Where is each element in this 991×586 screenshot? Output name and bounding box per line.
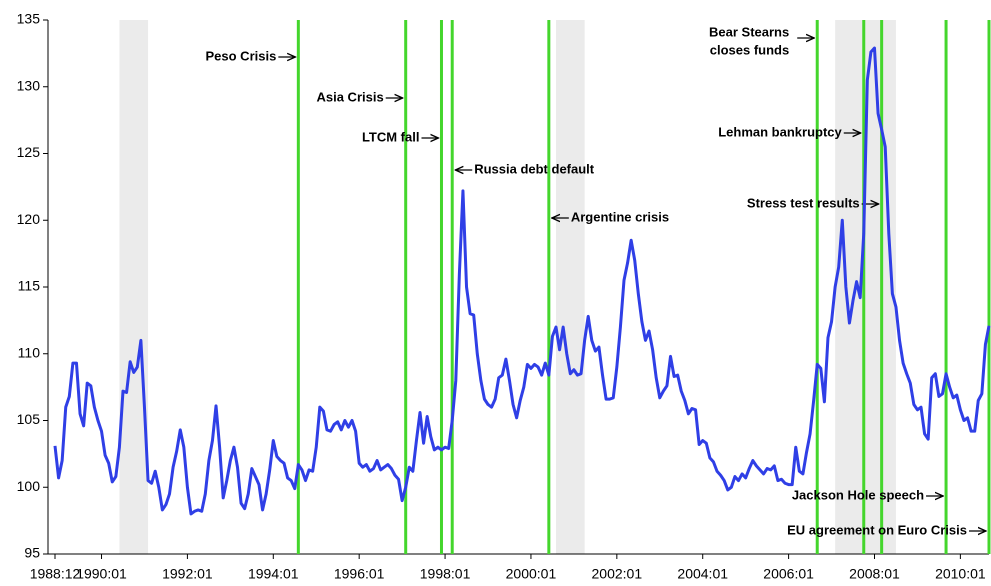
event-label: closes funds (710, 42, 789, 57)
event-label: Bear Stearns (709, 24, 789, 39)
shaded-period (119, 20, 149, 554)
y-tick-label: 135 (17, 11, 41, 27)
y-tick-label: 130 (17, 77, 41, 93)
y-tick-label: 100 (17, 478, 41, 494)
y-tick-label: 115 (18, 278, 41, 294)
x-tick-label: 2004:01 (677, 566, 728, 582)
y-tick-label: 120 (17, 211, 41, 227)
x-tick-label: 1998:01 (420, 566, 471, 582)
x-tick-label: 2002:01 (592, 566, 643, 582)
event-label: Stress test results (747, 195, 860, 210)
event-label: Russia debt default (474, 161, 595, 176)
x-tick-label: 1994:01 (248, 566, 299, 582)
event-label: Peso Crisis (206, 48, 277, 63)
y-tick-label: 95 (24, 545, 40, 561)
x-tick-label: 1992:01 (162, 566, 213, 582)
x-tick-label: 2006:01 (763, 566, 814, 582)
y-tick-label: 105 (17, 411, 41, 427)
x-tick-label: 2008:01 (849, 566, 900, 582)
event-label: Argentine crisis (571, 209, 669, 224)
event-label: Jackson Hole speech (792, 487, 924, 502)
x-tick-label: 2010:01 (935, 566, 986, 582)
event-label: LTCM fall (362, 129, 420, 144)
x-tick-label: 2000:01 (506, 566, 557, 582)
x-tick-label: 1996:01 (334, 566, 385, 582)
series-line (53, 46, 991, 516)
y-tick-label: 110 (18, 344, 41, 360)
event-label: Lehman bankruptcy (718, 124, 842, 139)
event-label: Asia Crisis (316, 89, 383, 104)
event-label: EU agreement on Euro Crisis (787, 522, 967, 537)
x-tick-label: 1988:12 (30, 566, 81, 582)
y-tick-label: 125 (17, 144, 41, 160)
shaded-period (555, 20, 585, 554)
x-tick-label: 1990:01 (76, 566, 127, 582)
